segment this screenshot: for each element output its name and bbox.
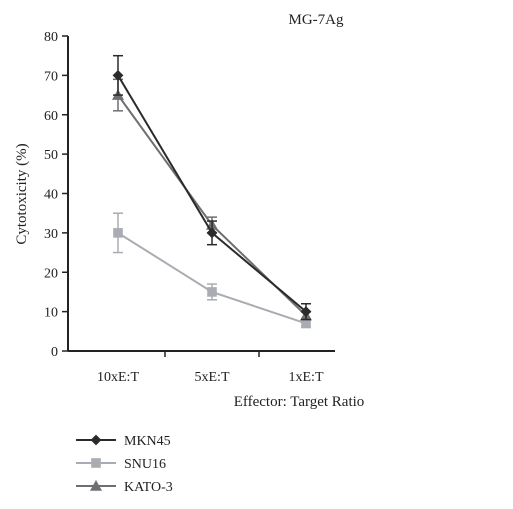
- data-point: [112, 69, 124, 81]
- legend-item: SNU16: [76, 457, 166, 472]
- x-tick-label: 5xE:T: [195, 370, 230, 385]
- series-line: [117, 232, 307, 325]
- y-tick-label: 60: [44, 109, 58, 124]
- legend-item: KATO-3: [76, 480, 173, 495]
- legend-item: MKN45: [76, 434, 171, 449]
- y-tick-label: 80: [44, 30, 58, 45]
- x-tick-label: 1xE:T: [289, 370, 324, 385]
- data-point: [113, 228, 123, 238]
- legend-marker: [90, 434, 102, 446]
- legend: MKN45 SNU16 KATO-3: [76, 434, 173, 495]
- x-tick-label: 10xE:T: [97, 370, 139, 385]
- legend-marker: [90, 480, 102, 491]
- y-axis-title: Cytotoxicity (%): [14, 143, 30, 244]
- y-tick-label: 40: [44, 188, 58, 203]
- y-tick-label: 50: [44, 148, 58, 163]
- data-point: [206, 227, 218, 239]
- series-line: [117, 74, 307, 313]
- y-tick-label: 70: [44, 69, 58, 84]
- y-tick-label: 10: [44, 306, 58, 321]
- data-point: [301, 318, 311, 329]
- y-tick-label: 30: [44, 227, 58, 242]
- legend-label: MKN45: [124, 434, 171, 449]
- series-mkn45: [112, 54, 312, 321]
- legend-label: SNU16: [124, 457, 166, 472]
- legend-label: KATO-3: [124, 480, 173, 495]
- y-tick-label: 0: [51, 345, 58, 360]
- data-point: [300, 306, 312, 318]
- chart-title: MG-7Ag: [289, 12, 344, 28]
- data-point: [207, 287, 217, 297]
- x-axis-title: Effector: Target Ratio: [234, 394, 365, 410]
- series-line: [117, 94, 307, 317]
- axes: 0 10 20 30 40 50 60 70 80 10xE:T 5xE:T 1xE:T: [44, 30, 335, 385]
- series-layer: [112, 54, 312, 329]
- legend-marker: [91, 458, 101, 468]
- y-tick-label: 20: [44, 266, 58, 281]
